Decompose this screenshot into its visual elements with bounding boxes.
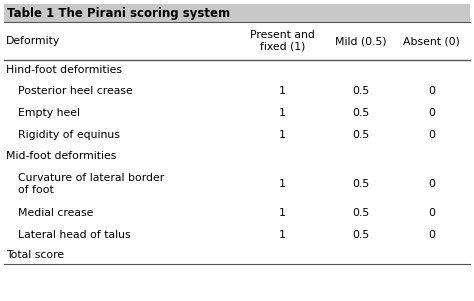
Bar [4, 60, 470, 80]
Bar [4, 4, 470, 22]
Text: 0.5: 0.5 [352, 108, 369, 118]
Bar [4, 102, 470, 124]
Text: 1: 1 [279, 108, 286, 118]
Text: 1: 1 [279, 179, 286, 189]
Text: 0: 0 [428, 179, 435, 189]
Text: 1: 1 [279, 130, 286, 140]
Bar [4, 246, 470, 264]
Text: 0: 0 [428, 108, 435, 118]
Text: 1: 1 [279, 86, 286, 96]
Text: 0.5: 0.5 [352, 130, 369, 140]
Text: Curvature of lateral border
of foot: Curvature of lateral border of foot [18, 173, 164, 195]
Bar [4, 166, 470, 202]
Text: 0: 0 [428, 208, 435, 218]
Text: 0: 0 [428, 86, 435, 96]
Text: Total score: Total score [6, 250, 64, 260]
Text: Empty heel: Empty heel [18, 108, 80, 118]
Text: Lateral head of talus: Lateral head of talus [18, 230, 131, 240]
Bar [4, 124, 470, 146]
Text: 0: 0 [428, 130, 435, 140]
Text: 0.5: 0.5 [352, 208, 369, 218]
Text: Medial crease: Medial crease [18, 208, 93, 218]
Bar [4, 224, 470, 246]
Bar [4, 22, 470, 60]
Text: Present and
fixed (1): Present and fixed (1) [250, 30, 315, 52]
Text: Table 1 The Pirani scoring system: Table 1 The Pirani scoring system [7, 7, 230, 20]
Text: 0.5: 0.5 [352, 86, 369, 96]
Bar [4, 202, 470, 224]
Bar [4, 80, 470, 102]
Text: 1: 1 [279, 230, 286, 240]
Text: Absent (0): Absent (0) [403, 36, 460, 46]
Text: Rigidity of equinus: Rigidity of equinus [18, 130, 120, 140]
Text: 0.5: 0.5 [352, 179, 369, 189]
Text: 0: 0 [428, 230, 435, 240]
Text: 0.5: 0.5 [352, 230, 369, 240]
Text: Deformity: Deformity [6, 36, 60, 46]
Text: Posterior heel crease: Posterior heel crease [18, 86, 133, 96]
Text: Mild (0.5): Mild (0.5) [335, 36, 386, 46]
Text: 1: 1 [279, 208, 286, 218]
Bar [4, 146, 470, 166]
Text: Hind-foot deformities: Hind-foot deformities [6, 65, 122, 75]
Text: Mid-foot deformities: Mid-foot deformities [6, 151, 117, 161]
